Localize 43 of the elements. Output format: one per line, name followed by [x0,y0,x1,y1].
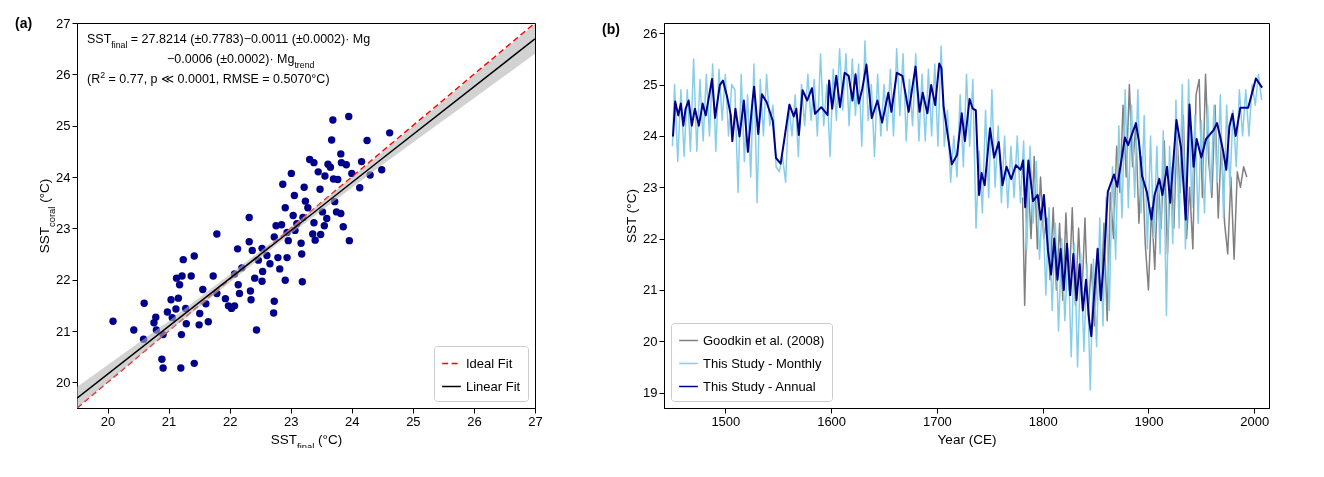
annotation: SST$_{final}$ = 27.8214 (±0.7783)−0.0011 (±0.0002)· Mg [87,32,371,50]
y-tick-label: 23 [56,220,71,236]
chart-title: (b) [602,21,620,37]
x-tick-label: 2000 [1240,413,1270,429]
x-tick-label: 1900 [1134,413,1164,429]
x-tick-label: 22 [222,413,238,429]
y-tick-label: 19 [643,385,658,401]
y-tick-label: 20 [56,374,71,390]
line-series [671,62,1264,338]
y-tick-label: 21 [643,282,658,298]
y-tick-label: 25 [643,77,658,93]
y-tick-label: 25 [56,118,71,134]
legend-label: This Study - Annual [703,378,816,394]
x-tick-label: 24 [345,413,360,429]
y-tick-label: 21 [56,323,71,339]
x-tick-label: 1500 [711,413,741,429]
x-tick-label: 27 [528,413,543,429]
legend-label: Linear Fit [466,378,521,394]
y-tick-label: 22 [643,231,658,247]
legend-label: Goodkin et al. (2008) [703,332,825,348]
y-tick-label: 24 [643,128,658,144]
x-tick-label: 1700 [922,413,952,429]
y-axis-title: SST (°C) [624,189,640,243]
x-tick-label: 21 [161,413,177,429]
legend-label: This Study - Monthly [703,355,822,371]
y-tick-label: 20 [643,333,658,349]
x-tick-label: 26 [467,413,482,429]
annotation: −0.0006 (±0.0002)· Mg$_{trend}$ [167,52,315,70]
y-tick-label: 23 [643,179,658,195]
x-tick-label: 1600 [817,413,847,429]
legend-label: Ideal Fit [466,355,513,371]
x-axis-title: Year (CE) [937,431,997,447]
y-tick-label: 26 [643,25,658,41]
x-tick-label: 23 [284,413,299,429]
x-tick-label: 25 [406,413,421,429]
y-tick-label: 27 [56,15,71,31]
y-tick-label: 24 [56,169,71,185]
y-tick-label: 22 [56,272,71,288]
x-tick-label: 1800 [1028,413,1058,429]
x-tick-label: 20 [100,413,116,429]
y-tick-label: 26 [56,66,71,82]
chart-title: (a) [15,15,33,31]
annotation: (R$^{2}$ = 0.77, p ≪ 0.0001, RMSE = 0.5070°C) [87,70,330,86]
